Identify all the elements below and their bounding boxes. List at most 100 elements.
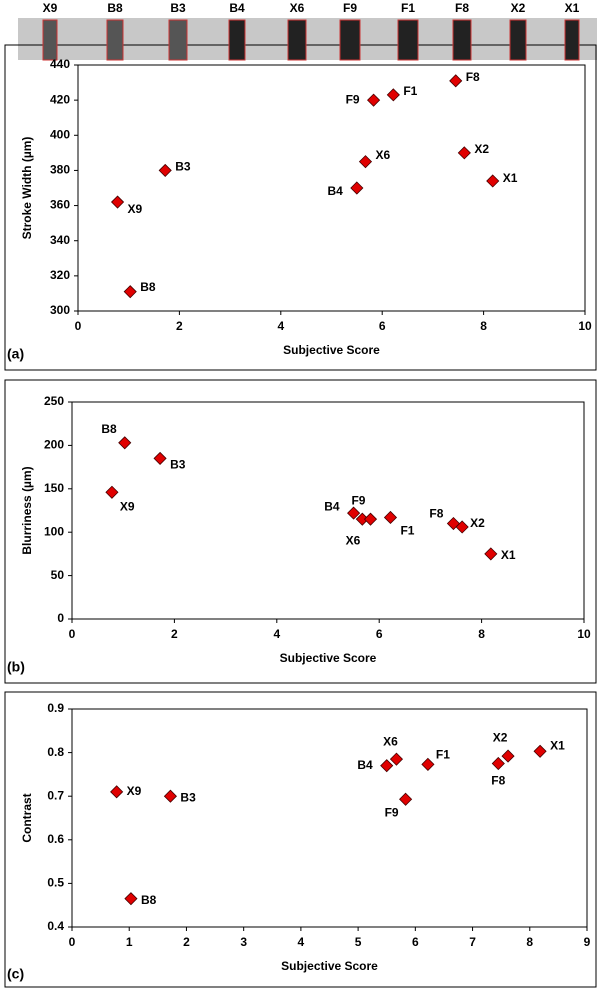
- y-tick-label: 0.9: [47, 701, 64, 715]
- y-tick-label: 50: [51, 568, 65, 582]
- stripe: [169, 20, 187, 60]
- point: [364, 513, 376, 525]
- stripe: [107, 20, 123, 60]
- point: [154, 452, 166, 464]
- stripe: [229, 20, 245, 60]
- point: [492, 758, 504, 770]
- strip-label: B4: [229, 1, 245, 15]
- point-label: B4: [357, 758, 373, 772]
- x-axis-label: Subjective Score: [283, 343, 380, 357]
- panel-label: (a): [7, 346, 24, 362]
- y-tick-label: 340: [50, 233, 70, 247]
- panel-label: (c): [7, 966, 24, 982]
- x-tick-label: 1: [126, 935, 133, 949]
- stripe: [43, 20, 57, 60]
- y-tick-label: 300: [50, 303, 70, 317]
- strip-label: F8: [455, 1, 469, 15]
- point-label: X2: [470, 516, 485, 530]
- x-tick-label: 0: [69, 627, 76, 641]
- point-label: X6: [375, 148, 390, 162]
- point-label: F1: [436, 748, 450, 762]
- point: [387, 89, 399, 101]
- y-tick-label: 0: [57, 611, 64, 625]
- point-label: B8: [141, 893, 157, 907]
- x-tick-label: 8: [526, 935, 533, 949]
- point-label: B8: [101, 422, 117, 436]
- y-axis-label: Contrast: [20, 793, 34, 842]
- strip-label: B3: [170, 1, 186, 15]
- x-tick-label: 3: [240, 935, 247, 949]
- y-tick-label: 360: [50, 198, 70, 212]
- point: [450, 75, 462, 87]
- x-tick-label: 0: [69, 935, 76, 949]
- y-tick-label: 150: [44, 481, 64, 495]
- x-tick-label: 4: [273, 627, 280, 641]
- point-label: F9: [385, 805, 399, 819]
- point-label: X1: [501, 548, 516, 562]
- point: [106, 486, 118, 498]
- stripe: [510, 20, 526, 60]
- point-label: X9: [127, 784, 142, 798]
- strip-label: X9: [43, 1, 58, 15]
- strip-label: X6: [290, 1, 305, 15]
- strip-label: F1: [401, 1, 415, 15]
- point: [502, 750, 514, 762]
- point-label: B3: [170, 458, 186, 472]
- x-tick-label: 9: [584, 935, 591, 949]
- point: [164, 790, 176, 802]
- x-tick-label: 2: [176, 319, 183, 333]
- y-tick-label: 380: [50, 163, 70, 177]
- point-label: B8: [140, 280, 156, 294]
- y-tick-label: 420: [50, 92, 70, 106]
- y-tick-label: 250: [44, 394, 64, 408]
- point: [159, 164, 171, 176]
- y-axis-label: Stroke Width (µm): [20, 137, 34, 240]
- x-tick-label: 4: [298, 935, 305, 949]
- point-label: F9: [351, 493, 365, 507]
- point-label: X1: [503, 171, 518, 185]
- point-label: B3: [175, 160, 191, 174]
- y-tick-label: 200: [44, 438, 64, 452]
- point: [112, 196, 124, 208]
- x-axis-label: Subjective Score: [281, 959, 378, 973]
- point-label: F8: [491, 774, 505, 788]
- y-tick-label: 100: [44, 524, 64, 538]
- x-tick-label: 6: [412, 935, 419, 949]
- point-label: B4: [324, 499, 340, 513]
- point-label: X6: [383, 734, 398, 748]
- strip-label: B8: [107, 1, 123, 15]
- x-tick-label: 5: [355, 935, 362, 949]
- y-tick-label: 400: [50, 127, 70, 141]
- stripe: [453, 20, 471, 60]
- panel-frame: [5, 45, 596, 370]
- point: [111, 786, 123, 798]
- point-label: F1: [403, 84, 417, 98]
- stripe: [565, 20, 579, 60]
- y-tick-label: 440: [50, 57, 70, 71]
- x-tick-label: 6: [379, 319, 386, 333]
- point-label: X1: [550, 738, 565, 752]
- strip-label: X2: [511, 1, 526, 15]
- point-label: F1: [400, 524, 414, 538]
- y-tick-label: 0.5: [47, 876, 64, 890]
- x-tick-label: 8: [478, 627, 485, 641]
- stripe: [398, 20, 418, 60]
- strip-label: F9: [343, 1, 357, 15]
- x-tick-label: 2: [171, 627, 178, 641]
- x-tick-label: 0: [75, 319, 82, 333]
- point-label: F8: [466, 70, 480, 84]
- x-tick-label: 10: [577, 627, 591, 641]
- x-tick-label: 7: [469, 935, 476, 949]
- point: [534, 745, 546, 757]
- point-label: B4: [328, 184, 344, 198]
- y-tick-label: 0.7: [47, 788, 64, 802]
- point: [390, 753, 402, 765]
- x-axis-label: Subjective Score: [280, 651, 377, 665]
- stripe: [340, 20, 360, 60]
- point: [124, 286, 136, 298]
- panel-label: (b): [7, 659, 25, 675]
- y-tick-label: 0.6: [47, 832, 64, 846]
- point-label: F8: [429, 507, 443, 521]
- point: [381, 760, 393, 772]
- figure: X9B8B3B4X6F9F1F8X2X130032034036038040042…: [0, 0, 597, 988]
